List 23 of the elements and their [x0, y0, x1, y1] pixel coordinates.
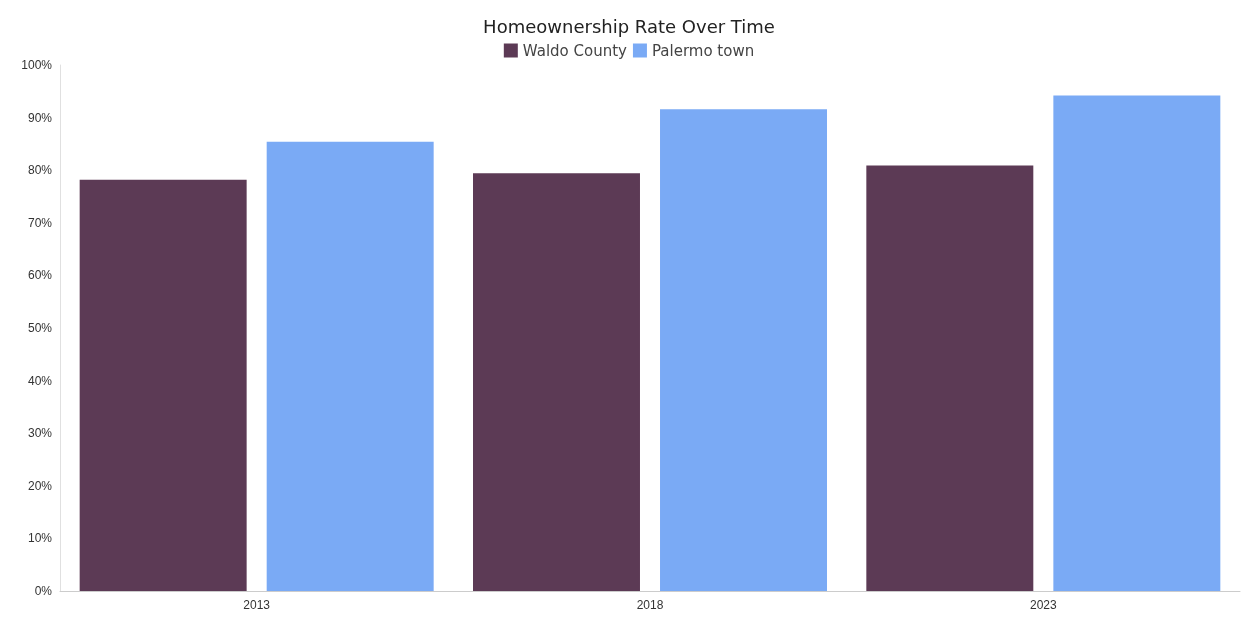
y-tick-label: 0%	[34, 584, 53, 598]
bar	[660, 109, 827, 591]
y-tick-label: 10%	[27, 531, 53, 546]
y-tick-label: 50%	[27, 321, 53, 335]
legend-label: Waldo County	[522, 41, 628, 60]
bar	[79, 179, 247, 591]
chart-title: Homeownership Rate Over Time	[483, 15, 775, 37]
x-tick-label: 2023	[1029, 598, 1057, 612]
x-tick-label: 2013	[243, 598, 271, 612]
y-tick-label: 40%	[27, 373, 53, 388]
legend-label: Palermo town	[651, 41, 755, 60]
y-tick-label: 20%	[27, 478, 53, 493]
x-tick-label: 2018	[636, 598, 664, 612]
y-tick-label: 60%	[27, 268, 53, 283]
y-tick-label: 80%	[27, 163, 53, 178]
y-tick-label: 90%	[27, 110, 53, 125]
y-tick-label: 70%	[27, 215, 53, 230]
y-tick-label: 30%	[27, 426, 53, 441]
bar	[1053, 95, 1221, 591]
bar	[866, 165, 1034, 591]
bar	[473, 173, 640, 591]
bar	[266, 141, 434, 591]
y-tick-label: 100%	[21, 58, 53, 72]
